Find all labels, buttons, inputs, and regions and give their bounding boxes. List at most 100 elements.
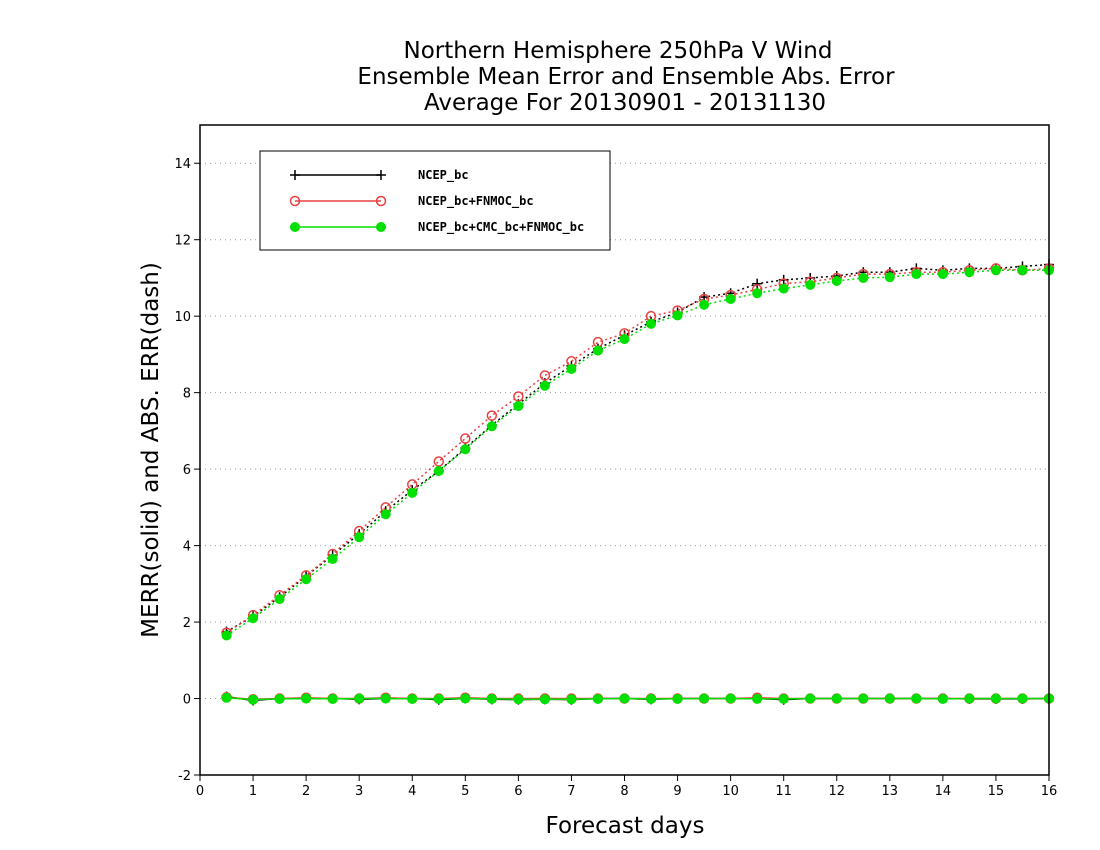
x-tick-label: 8 xyxy=(620,784,628,799)
mean-error-point xyxy=(619,693,630,704)
mean-error-point xyxy=(672,693,683,704)
abs-error-point xyxy=(778,283,789,294)
y-tick-label: -2 xyxy=(178,769,191,784)
legend-label: NCEP_bc+CMC_bc+FNMOC_bc xyxy=(418,220,584,235)
legend-entry-2: NCEP_bc+CMC_bc+FNMOC_bc xyxy=(290,220,584,235)
chart-title-line-1: Northern Hemisphere 250hPa V Wind xyxy=(404,38,833,64)
mean-error-point xyxy=(460,693,471,704)
x-tick-label: 0 xyxy=(196,784,204,799)
legend-marker xyxy=(376,170,386,180)
legend-label: NCEP_bc xyxy=(418,168,469,183)
mean-error-point xyxy=(646,693,657,704)
mean-error-point xyxy=(407,693,418,704)
y-tick-label: 6 xyxy=(183,463,191,478)
mean-error-point xyxy=(884,693,895,704)
abs-error-point xyxy=(699,299,710,310)
abs-error-point xyxy=(990,265,1001,276)
mean-error-point xyxy=(1017,693,1028,704)
abs-error-point xyxy=(831,276,842,286)
abs-error-point xyxy=(592,345,603,356)
mean-error-point xyxy=(221,692,232,703)
mean-error-point xyxy=(274,693,285,704)
legend-marker xyxy=(289,195,301,207)
mean-error-line xyxy=(226,697,1049,701)
plot-frame xyxy=(199,124,1050,776)
abs-error-point xyxy=(380,509,391,520)
abs-error-point xyxy=(301,574,312,585)
legend-entry-1: NCEP_bc+FNMOC_bc xyxy=(289,194,534,209)
mean-error-point xyxy=(725,693,736,704)
series-0 xyxy=(221,259,1054,706)
abs-error-point xyxy=(911,269,922,280)
series-1 xyxy=(221,263,1055,705)
abs-error-point xyxy=(486,421,497,432)
y-tick-label: 14 xyxy=(174,157,191,172)
legend-marker xyxy=(375,195,387,207)
abs-error-point xyxy=(513,401,524,412)
abs-error-point xyxy=(274,594,285,605)
mean-error-point xyxy=(858,693,869,704)
y-tick-label: 4 xyxy=(183,540,191,555)
y-tick-label: 8 xyxy=(183,387,191,402)
mean-error-point xyxy=(248,694,259,705)
abs-error-point xyxy=(725,293,736,304)
y-axis-label: MERR(solid) and ABS. ERR(dash) xyxy=(138,262,164,638)
x-tick-label: 6 xyxy=(514,784,522,799)
abs-error-point xyxy=(646,318,657,329)
x-tick-label: 10 xyxy=(722,784,739,799)
x-tick-label: 15 xyxy=(988,784,1005,799)
grid xyxy=(200,162,1049,776)
mean-error-point xyxy=(805,693,816,704)
abs-error-point xyxy=(327,553,338,564)
abs-error-point xyxy=(858,272,869,283)
legend-marker xyxy=(376,222,386,232)
legend: NCEP_bc NCEP_bc+FNMOC_bc NCEP_bc+CMC_bc+FN… xyxy=(259,150,611,251)
legend-entry-0: NCEP_bc xyxy=(290,168,469,183)
abs-error-point xyxy=(539,370,551,381)
chart-title-line-3: Average For 20130901 - 20131130 xyxy=(424,90,826,116)
abs-error-point xyxy=(619,334,630,345)
abs-error-point xyxy=(752,278,763,289)
mean-error-point xyxy=(327,693,338,704)
abs-error-line xyxy=(226,269,1049,637)
abs-error-point xyxy=(566,363,577,374)
x-tick-label: 9 xyxy=(673,784,681,799)
mean-error-point xyxy=(831,693,842,704)
legend-marker xyxy=(290,170,300,180)
mean-error-point xyxy=(592,693,603,704)
mean-error-point xyxy=(566,694,577,705)
mean-error-point xyxy=(778,693,789,704)
abs-error-point xyxy=(964,267,975,278)
x-tick-label: 13 xyxy=(882,784,899,799)
mean-error-point xyxy=(301,693,312,704)
abs-error-point xyxy=(513,391,524,402)
abs-error-point xyxy=(752,288,763,299)
abs-error-point xyxy=(672,310,683,321)
y-tick-label: 2 xyxy=(183,616,191,631)
mean-error-point xyxy=(937,693,948,704)
x-tick-label: 5 xyxy=(461,784,469,799)
y-tick-label: 12 xyxy=(174,234,191,249)
legend-marker xyxy=(290,222,300,232)
mean-error-point xyxy=(699,693,710,704)
mean-error-point xyxy=(752,693,763,704)
abs-error-line xyxy=(226,263,1050,633)
mean-error-point xyxy=(964,693,975,704)
abs-error-point xyxy=(884,272,895,283)
mean-error-point xyxy=(486,693,497,704)
x-axis-label: Forecast days xyxy=(546,813,705,839)
x-tick-label: 16 xyxy=(1041,784,1058,799)
x-tick-label: 2 xyxy=(302,784,310,799)
x-tick-label: 12 xyxy=(828,784,845,799)
abs-error-point xyxy=(354,532,365,543)
abs-error-point xyxy=(460,444,471,455)
mean-error-point xyxy=(380,693,391,704)
y-tick-label: 10 xyxy=(174,310,191,325)
abs-error-line xyxy=(226,267,1050,634)
chart-title-line-2: Ensemble Mean Error and Ensemble Abs. Er… xyxy=(357,64,895,90)
mean-error-point xyxy=(354,693,365,704)
legend-label: NCEP_bc+FNMOC_bc xyxy=(418,194,534,209)
abs-error-point xyxy=(805,279,816,290)
abs-error-point xyxy=(221,630,232,641)
